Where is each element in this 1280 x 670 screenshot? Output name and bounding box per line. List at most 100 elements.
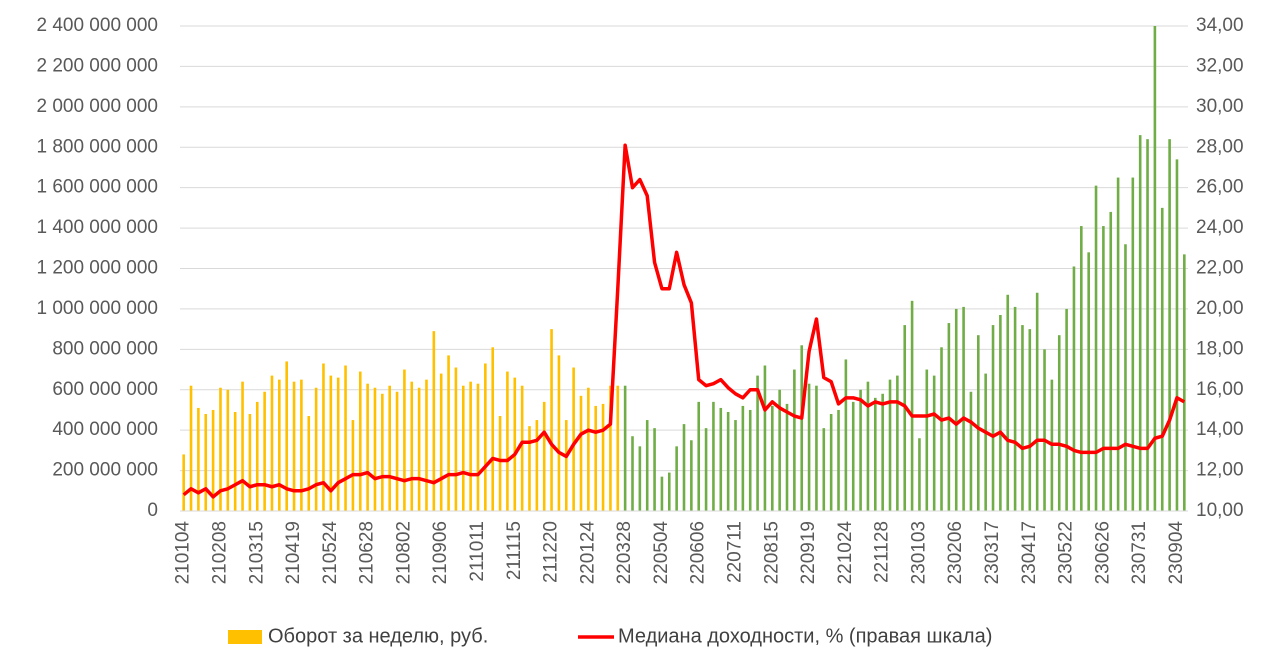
bar	[322, 363, 325, 511]
y-tick-label: 0	[147, 500, 158, 521]
bar	[484, 363, 487, 511]
bar	[1160, 207, 1164, 511]
bar	[844, 359, 848, 511]
bar	[638, 446, 642, 511]
bar	[712, 401, 715, 511]
bar	[859, 389, 862, 511]
bar	[910, 300, 914, 511]
bar	[454, 367, 458, 511]
bar	[616, 385, 620, 511]
x-tick-label: 211220	[541, 521, 562, 583]
y-tick-label: 2 200 000 000	[36, 55, 158, 76]
y-tick-label: 1 000 000 000	[36, 298, 158, 319]
bar	[969, 391, 973, 511]
bar	[410, 381, 414, 511]
bar	[432, 331, 436, 511]
x-tick-label: 230103	[908, 521, 929, 584]
bar	[763, 365, 767, 511]
y2-tick-label: 34,00	[1196, 15, 1244, 36]
bar	[417, 387, 421, 511]
bar	[587, 387, 590, 511]
x-tick-label: 210628	[357, 521, 378, 584]
bar	[241, 381, 244, 511]
y2-tick-label: 18,00	[1196, 338, 1244, 359]
y2-tick-label: 30,00	[1196, 96, 1244, 117]
bar	[719, 407, 723, 511]
bar	[991, 325, 995, 511]
bar	[734, 420, 737, 511]
bar	[940, 347, 943, 511]
y2-tick-label: 26,00	[1196, 177, 1244, 198]
bar	[447, 355, 450, 511]
x-tick-label: 230417	[1019, 521, 1040, 584]
bar	[932, 375, 936, 511]
y-tick-label: 1 600 000 000	[36, 177, 158, 198]
bar	[896, 375, 899, 511]
x-tick-label: 210524	[320, 521, 341, 585]
bar	[528, 426, 531, 511]
x-tick-label: 220815	[761, 521, 782, 584]
bar	[609, 385, 612, 511]
bar	[837, 409, 840, 511]
bar	[748, 409, 752, 511]
bar	[962, 306, 965, 511]
y-tick-label: 800 000 000	[52, 338, 158, 359]
bar	[248, 414, 252, 511]
bar	[564, 420, 568, 511]
x-tick-label: 220504	[651, 521, 672, 585]
x-tick-label: 210315	[246, 521, 267, 584]
bar	[366, 383, 369, 511]
bar	[1072, 266, 1076, 511]
bar	[704, 428, 708, 511]
bar	[189, 385, 193, 511]
bar	[506, 371, 509, 511]
x-tick-label: 210104	[173, 521, 194, 585]
bar	[984, 373, 987, 511]
bar	[800, 345, 804, 511]
bar	[373, 387, 377, 511]
bar	[351, 420, 355, 511]
bar	[1057, 335, 1061, 511]
bar	[697, 401, 701, 511]
bar	[807, 383, 811, 511]
x-tick-label: 230731	[1129, 521, 1150, 584]
y-tick-label: 400 000 000	[52, 419, 158, 440]
bar	[403, 369, 406, 511]
bar	[1035, 292, 1039, 511]
x-tick-label: 221024	[835, 521, 856, 585]
bar	[204, 414, 208, 511]
x-tick-label: 220124	[577, 521, 598, 585]
bar	[675, 446, 678, 511]
line	[182, 143, 1186, 499]
bar	[881, 393, 884, 511]
bar	[873, 397, 877, 511]
bar	[925, 369, 929, 511]
x-tick-label: 230317	[982, 521, 1003, 584]
bar	[1080, 226, 1083, 511]
bar	[542, 401, 546, 511]
bar	[1116, 177, 1120, 511]
y-tick-label: 2 000 000 000	[36, 96, 158, 117]
bar	[498, 416, 502, 511]
bar	[954, 308, 958, 511]
bar	[197, 407, 200, 511]
bar	[645, 420, 649, 511]
bar	[1124, 244, 1127, 511]
x-tick-label: 230626	[1092, 521, 1113, 584]
bar	[469, 381, 472, 511]
x-tick-label: 221128	[872, 521, 893, 583]
bar	[977, 335, 980, 511]
bar	[182, 454, 185, 511]
bar	[557, 355, 561, 511]
y2-tick-label: 12,00	[1196, 460, 1244, 481]
bar	[1013, 306, 1017, 511]
x-tick-label: 210419	[283, 521, 304, 584]
bar	[314, 387, 318, 511]
y2-tick-label: 22,00	[1196, 258, 1244, 279]
legend-swatch	[228, 630, 262, 644]
bar	[660, 476, 664, 511]
bar	[667, 472, 671, 511]
bar	[579, 395, 583, 511]
x-tick-label: 230904	[1166, 521, 1187, 585]
